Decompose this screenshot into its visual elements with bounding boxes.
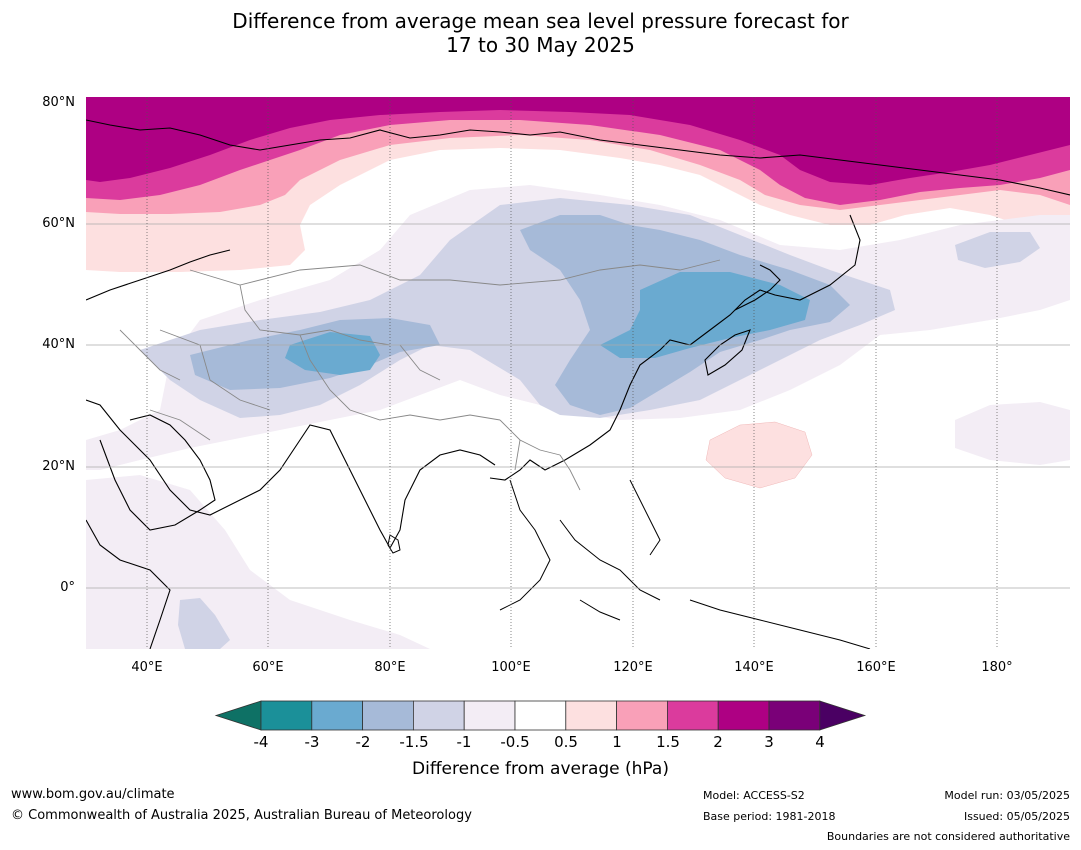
website-link[interactable]: www.bom.gov.au/climate (11, 787, 175, 802)
map-area (86, 97, 1070, 649)
colorbar-extend-high (819, 700, 867, 731)
colorbar-segment (616, 700, 668, 731)
meridians (146, 97, 998, 649)
colorbar-tick-label: -0.5 (500, 733, 530, 751)
lat-label-80n: 80°N (42, 95, 75, 110)
colorbar-tick-label: -1.5 (399, 733, 429, 751)
title-line-2: 17 to 30 May 2025 (446, 33, 635, 57)
colorbar-tick-label: 1 (612, 733, 622, 751)
lat-label-20n: 20°N (42, 459, 75, 474)
colorbar (214, 700, 867, 731)
coastline-africa (86, 519, 171, 649)
anomaly-contour-neg-1-east (955, 232, 1040, 268)
lon-label-140e: 140°E (734, 660, 774, 675)
lon-label-80e: 80°E (374, 660, 406, 675)
issued-date: Issued: 05/05/2025 (963, 810, 1070, 823)
colorbar-tick-label: -3 (304, 733, 320, 751)
anomaly-contour-pos-pacific (705, 421, 813, 489)
colorbar-segment (667, 700, 719, 731)
colorbar-segment (514, 700, 567, 731)
model-run-date: Model run: 03/05/2025 (944, 789, 1070, 802)
colorbar-tick-label: 1.5 (656, 733, 680, 751)
anomaly-contour-neg-0.5-east (955, 402, 1070, 465)
anomaly-contour-pos-2 (86, 97, 1070, 185)
colorbar-extend-low (214, 700, 262, 731)
colorbar-segment (768, 700, 821, 731)
colorbar-segment (260, 700, 313, 731)
copyright-text: © Commonwealth of Australia 2025, Austra… (11, 808, 472, 823)
model-name: Model: ACCESS-S2 (703, 789, 805, 802)
anomaly-contour-neg-2-west (285, 332, 380, 375)
lon-label-180: 180° (981, 660, 1013, 675)
anomaly-contour-neg-2 (600, 272, 810, 358)
lat-label-60n: 60°N (42, 216, 75, 231)
colorbar-segment (412, 700, 465, 731)
colorbar-tick-label: 0.5 (554, 733, 578, 751)
colorbar-tick-label: -2 (355, 733, 371, 751)
anomaly-contour-neg-1-south (178, 598, 230, 649)
title-line-1: Difference from average mean sea level p… (232, 9, 849, 33)
anomaly-contour-neg-0.5-south (86, 475, 430, 649)
lat-label-40n: 40°N (42, 337, 75, 352)
colorbar-segment (311, 700, 363, 731)
lon-label-100e: 100°E (491, 660, 531, 675)
colorbar-title: Difference from average (hPa) (412, 759, 669, 779)
colorbar-tick-label: 3 (764, 733, 774, 751)
lon-label-60e: 60°E (252, 660, 284, 675)
lon-label-40e: 40°E (131, 660, 163, 675)
lon-label-160e: 160°E (856, 660, 896, 675)
coastline-arabia (99, 414, 216, 531)
boundaries-disclaimer: Boundaries are not considered authoritat… (826, 830, 1070, 843)
colorbar-tick-label: -1 (456, 733, 472, 751)
coastline-japan (704, 264, 781, 376)
coastline-sea (499, 479, 871, 649)
lon-label-120e: 120°E (613, 660, 653, 675)
lat-label-0: 0° (60, 580, 75, 595)
coastline-south-asia (86, 399, 496, 550)
colorbar-tick-label: 2 (713, 733, 723, 751)
colorbar-tick-label: -4 (253, 733, 269, 751)
colorbar-tick-label: 4 (815, 733, 825, 751)
colorbar-segment (463, 700, 516, 731)
chart-title: Difference from average mean sea level p… (0, 9, 1081, 57)
coastline-sri-lanka (387, 534, 401, 554)
colorbar-segment (565, 700, 617, 731)
graticule (86, 223, 1070, 589)
coastline-eurasia (86, 119, 1070, 301)
colorbar-segment (362, 700, 414, 731)
base-period: Base period: 1981-2018 (703, 810, 836, 823)
colorbar-segment (717, 700, 770, 731)
